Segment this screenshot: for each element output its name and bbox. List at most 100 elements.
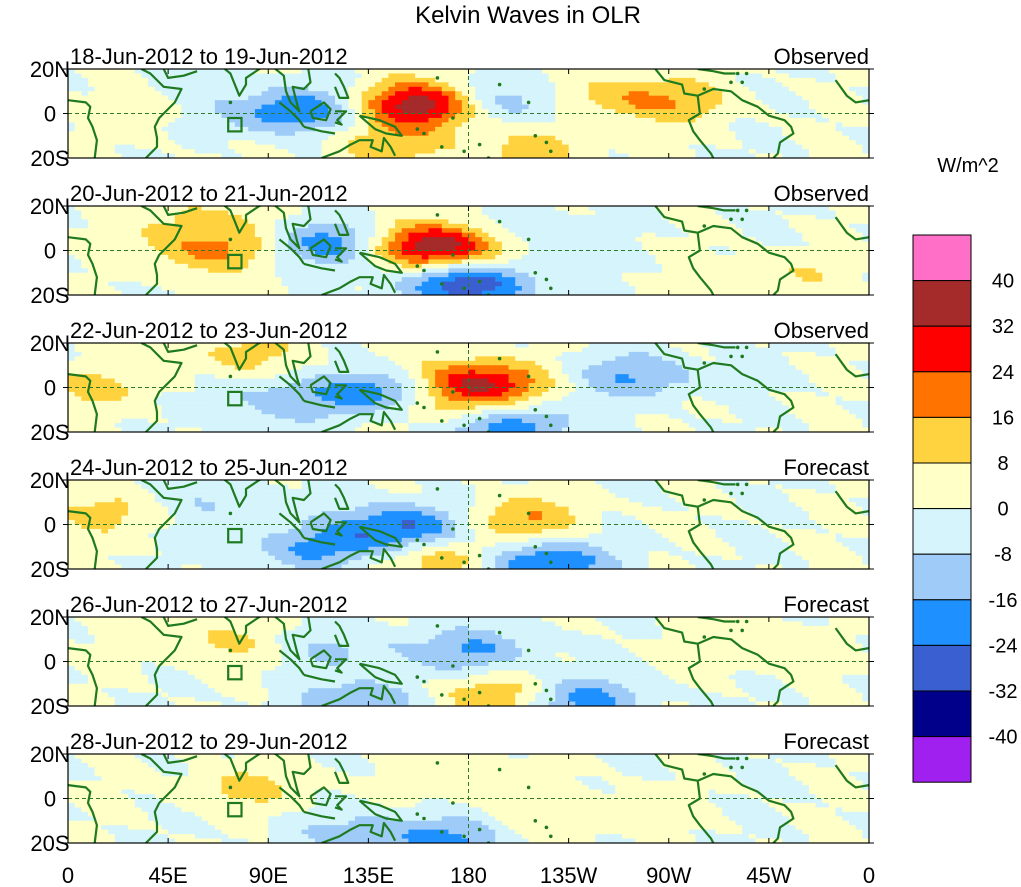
field-cell bbox=[435, 223, 443, 229]
field-cell bbox=[521, 140, 530, 146]
field-cell bbox=[101, 104, 109, 110]
field-cell bbox=[261, 135, 269, 141]
field-cell bbox=[662, 259, 670, 265]
field-cell bbox=[608, 237, 616, 243]
field-cell bbox=[521, 223, 530, 229]
field-cell bbox=[188, 268, 196, 274]
field-cell bbox=[321, 214, 329, 220]
field-cell bbox=[461, 250, 470, 256]
field-cell bbox=[842, 254, 850, 260]
field-cell bbox=[268, 69, 276, 75]
field-cell bbox=[395, 140, 403, 146]
field-cell bbox=[768, 77, 777, 83]
field-cell bbox=[234, 113, 243, 119]
field-cell bbox=[581, 104, 590, 110]
field-cell bbox=[662, 86, 670, 92]
field-cell bbox=[388, 77, 396, 83]
field-cell bbox=[788, 82, 797, 88]
field-cell bbox=[581, 69, 590, 75]
field-cell bbox=[575, 126, 583, 132]
field-cell bbox=[541, 109, 550, 115]
field-cell bbox=[74, 95, 82, 101]
field-cell bbox=[301, 286, 309, 292]
field-cell bbox=[488, 214, 496, 220]
field-cell bbox=[588, 232, 596, 238]
field-cell bbox=[268, 250, 276, 256]
field-cell bbox=[475, 149, 483, 155]
field-cell bbox=[134, 343, 143, 349]
field-cell bbox=[862, 214, 869, 220]
field-cell bbox=[421, 126, 430, 132]
field-cell bbox=[795, 149, 803, 155]
field-cell bbox=[348, 131, 356, 137]
field-cell bbox=[68, 153, 76, 158]
field-cell bbox=[588, 259, 596, 265]
field-cell bbox=[288, 144, 296, 150]
field-cell bbox=[94, 241, 102, 247]
field-cell bbox=[288, 290, 296, 295]
field-cell bbox=[448, 82, 456, 88]
field-cell bbox=[268, 254, 276, 260]
field-cell bbox=[101, 73, 109, 79]
field-cell bbox=[515, 104, 523, 110]
field-cell bbox=[188, 95, 196, 101]
field-cell bbox=[461, 232, 470, 238]
field-cell bbox=[261, 214, 269, 220]
field-cell bbox=[461, 254, 470, 260]
field-cell bbox=[161, 113, 169, 119]
field-cell bbox=[154, 343, 163, 349]
field-cell bbox=[141, 246, 149, 252]
field-cell bbox=[361, 95, 369, 101]
field-cell bbox=[415, 223, 423, 229]
field-cell bbox=[468, 210, 476, 216]
field-cell bbox=[361, 277, 369, 283]
field-cell bbox=[828, 131, 837, 137]
field-cell bbox=[735, 135, 743, 141]
field-cell bbox=[588, 223, 596, 229]
field-cell bbox=[688, 86, 697, 92]
field-cell bbox=[762, 77, 770, 83]
field-cell bbox=[128, 246, 136, 252]
field-cell bbox=[214, 69, 223, 75]
field-cell bbox=[74, 237, 82, 243]
field-cell bbox=[515, 91, 523, 97]
field-cell bbox=[555, 210, 563, 216]
field-cell bbox=[682, 254, 690, 260]
field-cell bbox=[321, 246, 329, 252]
field-cell bbox=[561, 232, 570, 238]
field-cell bbox=[788, 223, 797, 229]
field-cell bbox=[488, 232, 496, 238]
field-cell bbox=[795, 246, 803, 252]
field-cell bbox=[695, 122, 703, 128]
field-cell bbox=[234, 286, 243, 292]
field-cell bbox=[768, 254, 777, 260]
field-cell bbox=[828, 214, 837, 220]
field-cell bbox=[808, 144, 817, 150]
field-cell bbox=[708, 250, 717, 256]
field-cell bbox=[815, 223, 823, 229]
field-cell bbox=[368, 237, 376, 243]
field-cell bbox=[655, 126, 663, 132]
field-cell bbox=[535, 77, 543, 83]
field-cell bbox=[622, 286, 630, 292]
island bbox=[435, 76, 440, 80]
field-cell bbox=[588, 277, 596, 283]
field-cell bbox=[188, 144, 196, 150]
field-cell bbox=[248, 223, 256, 229]
field-cell bbox=[201, 206, 209, 212]
field-cell bbox=[775, 214, 783, 220]
field-cell bbox=[742, 277, 750, 283]
field-cell bbox=[508, 122, 516, 128]
field-cell bbox=[108, 126, 116, 132]
field-cell bbox=[575, 117, 583, 123]
field-cell bbox=[822, 131, 830, 137]
field-cell bbox=[842, 104, 850, 110]
field-cell bbox=[561, 113, 570, 119]
field-cell bbox=[481, 86, 490, 92]
field-cell bbox=[561, 153, 570, 158]
field-cell bbox=[541, 113, 550, 119]
field-cell bbox=[194, 131, 203, 137]
field-cell bbox=[595, 100, 603, 106]
field-cell bbox=[822, 290, 830, 295]
field-cell bbox=[515, 113, 523, 119]
